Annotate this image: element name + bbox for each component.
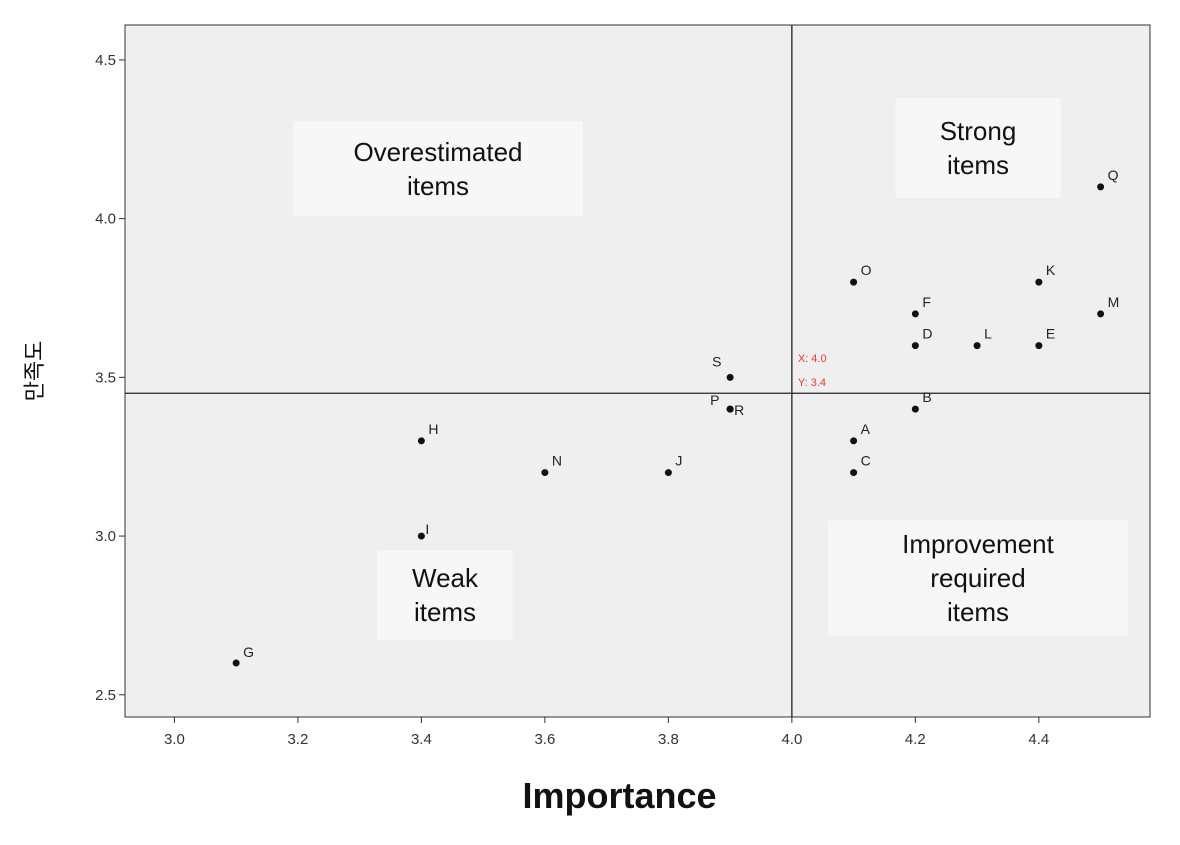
x-tick-label-3.0: 3.0 <box>164 731 185 748</box>
quadrant-label-box-top-left <box>293 121 583 217</box>
y-tick-label-2.5: 2.5 <box>95 687 116 704</box>
point-label-P: P <box>710 392 719 408</box>
point-label-B: B <box>922 389 931 405</box>
point-J <box>664 469 672 477</box>
point-label-R: R <box>734 402 744 418</box>
quadrant-label-top-left-line-1: Overestimated <box>353 137 522 167</box>
x-tick-label-4.0: 4.0 <box>781 731 802 748</box>
quadrant-label-bottom-left-line-2: items <box>414 597 476 627</box>
point-label-I: I <box>425 521 429 537</box>
x-tick-label-3.4: 3.4 <box>411 731 432 748</box>
point-B <box>911 405 919 413</box>
x-tick-label-3.6: 3.6 <box>534 731 555 748</box>
y-axis-title: 만족도 <box>23 341 48 402</box>
point-label-J: J <box>675 453 682 469</box>
x-axis-title: Importance <box>522 775 716 816</box>
x-tick-label-4.4: 4.4 <box>1028 731 1049 748</box>
point-label-K: K <box>1046 262 1056 278</box>
quadrant-label-box-top-right <box>895 98 1061 198</box>
point-M <box>1097 310 1105 318</box>
point-Q <box>1097 183 1105 191</box>
point-label-A: A <box>861 421 871 437</box>
quadrant-label-top-left-line-2: items <box>407 171 469 201</box>
point-label-C: C <box>861 453 871 469</box>
y-tick-label-3.5: 3.5 <box>95 369 116 386</box>
point-H <box>417 437 425 445</box>
y-tick-label-4.5: 4.5 <box>95 52 116 69</box>
point-label-H: H <box>428 421 438 437</box>
point-label-F: F <box>922 294 931 310</box>
y-tick-label-3.0: 3.0 <box>95 528 116 545</box>
point-K <box>1035 278 1043 286</box>
point-label-O: O <box>861 262 872 278</box>
point-R <box>726 405 734 413</box>
point-S <box>726 373 734 381</box>
point-label-G: G <box>243 644 254 660</box>
point-L <box>973 342 981 350</box>
x-tick-label-3.8: 3.8 <box>658 731 679 748</box>
point-A <box>850 437 858 445</box>
point-label-L: L <box>984 326 992 342</box>
reference-label-x: X: 4.0 <box>798 353 827 365</box>
point-F <box>911 310 919 318</box>
reference-label-y: Y: 3.4 <box>798 377 826 389</box>
point-label-M: M <box>1108 294 1120 310</box>
point-label-Q: Q <box>1108 167 1119 183</box>
point-C <box>850 469 858 477</box>
quadrant-label-bottom-right-line-2: required <box>930 563 1025 593</box>
x-tick-label-4.2: 4.2 <box>905 731 926 748</box>
quadrant-label-bottom-right-line-3: items <box>947 597 1009 627</box>
point-label-N: N <box>552 453 562 469</box>
quadrant-label-top-right-line-2: items <box>947 150 1009 180</box>
point-label-E: E <box>1046 326 1055 342</box>
quadrant-label-top-right-line-1: Strong <box>940 116 1017 146</box>
point-G <box>232 659 240 667</box>
x-tick-label-3.2: 3.2 <box>287 731 308 748</box>
quadrant-label-box-bottom-left <box>377 550 513 640</box>
point-D <box>911 342 919 350</box>
point-label-D: D <box>922 326 932 342</box>
point-E <box>1035 342 1043 350</box>
point-N <box>541 469 549 477</box>
quadrant-label-bottom-left-line-1: Weak <box>412 563 479 593</box>
point-I <box>417 532 425 540</box>
point-label-S: S <box>712 353 721 369</box>
quadrant-label-bottom-right-line-1: Improvement <box>902 529 1054 559</box>
quadrant-label-box-bottom-right <box>828 520 1128 636</box>
point-O <box>850 278 858 286</box>
y-tick-label-4.0: 4.0 <box>95 211 116 228</box>
